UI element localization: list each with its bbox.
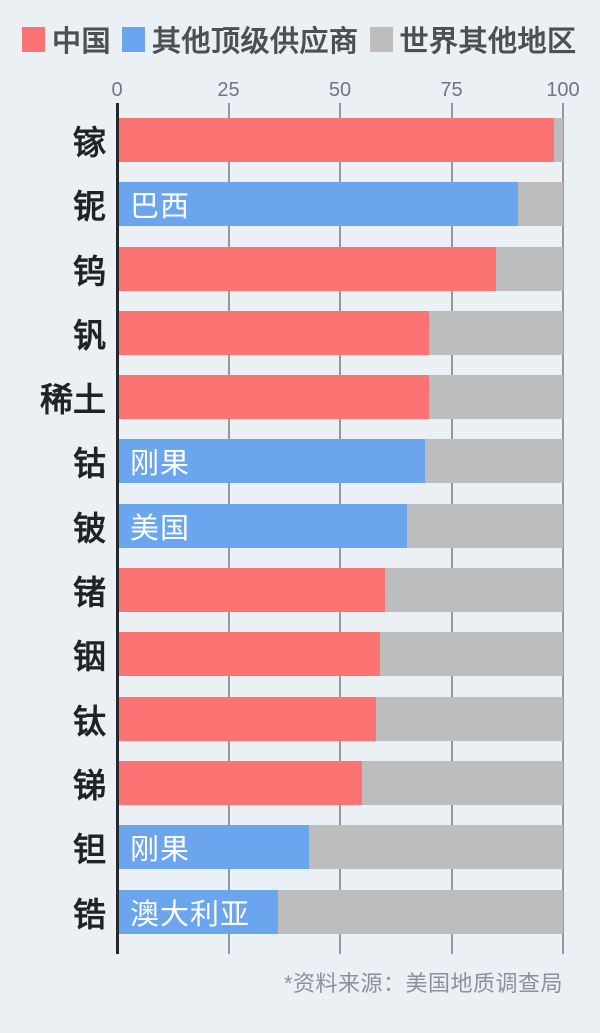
chart-row: 钒	[73, 310, 563, 355]
bar-supplier-label: 巴西	[130, 191, 191, 224]
plot-area: 镓 铌 巴西 钨 钒 稀土 钴 刚果	[40, 103, 564, 954]
row-label: 钽	[73, 831, 106, 869]
bar-china	[117, 118, 555, 162]
chart-row: 铌 巴西	[73, 182, 563, 227]
row-label: 镓	[73, 124, 106, 161]
bar-china	[117, 696, 376, 741]
bar-rows: 镓 铌 巴西 钨 钒 稀土 钴 刚果	[40, 118, 563, 934]
legend-label: 世界其他地区	[399, 26, 577, 58]
chart-row: 钽 刚果	[73, 825, 563, 870]
legend: 中国 其他顶级供应商 世界其他地区	[22, 24, 577, 58]
bar-china	[117, 568, 385, 613]
row-label: 钴	[73, 445, 106, 483]
chart-row: 镓	[73, 118, 563, 162]
bar-china	[117, 310, 430, 355]
row-label: 铌	[73, 188, 106, 226]
bar-china	[117, 632, 381, 677]
bar-china	[117, 375, 430, 420]
row-label: 锑	[73, 766, 106, 804]
legend-item-rest-of-world: 世界其他地区	[369, 18, 577, 60]
axis-tick-label: 0	[111, 79, 123, 101]
source-note: *资料来源：美国地质调查局	[283, 971, 563, 996]
y-axis-line	[116, 103, 119, 954]
legend-label: 其他顶级供应商	[152, 26, 359, 58]
chart-row: 锗	[73, 568, 563, 613]
axis-tick-label: 25	[217, 79, 240, 101]
axis-tick-label: 100	[546, 79, 580, 101]
legend-swatch-rest-of-world	[369, 26, 393, 52]
bar-supplier-label: 澳大利亚	[130, 898, 251, 931]
row-label: 稀土	[40, 381, 106, 419]
gridline	[562, 103, 564, 954]
bar-other-supplier: 刚果	[117, 825, 309, 870]
x-axis-tick-labels: 0 25 50 75 100	[111, 79, 579, 101]
bar-supplier-label: 美国	[130, 512, 191, 545]
bar-other-supplier: 美国	[117, 503, 407, 548]
chart-row: 稀土	[40, 375, 563, 420]
bar-supplier-label: 刚果	[130, 834, 191, 867]
axis-tick-label: 75	[440, 79, 463, 101]
row-label: 铟	[73, 638, 106, 676]
bar-china	[117, 246, 497, 291]
row-label: 钨	[73, 252, 106, 290]
legend-item-other-suppliers: 其他顶级供应商	[122, 18, 359, 60]
row-label: 钛	[73, 702, 106, 740]
chart-row: 钴 刚果	[73, 439, 563, 484]
chart-row: 铟	[73, 632, 563, 677]
axis-tick-label: 50	[328, 79, 352, 101]
legend-swatch-other-suppliers	[122, 26, 146, 52]
row-label: 钒	[73, 316, 106, 354]
bar-china	[117, 760, 363, 805]
row-label: 铍	[73, 509, 106, 547]
bar-other-supplier: 巴西	[117, 182, 519, 227]
chart-row: 钛	[73, 696, 563, 741]
legend-item-china: 中国	[22, 18, 111, 60]
row-label: 锗	[73, 574, 106, 612]
chart-row: 钨	[73, 246, 563, 291]
legend-label: 中国	[52, 26, 112, 58]
bar-supplier-label: 刚果	[130, 448, 191, 481]
legend-swatch-china	[22, 26, 45, 52]
bar-other-supplier: 刚果	[117, 439, 425, 484]
chart-row: 锑	[73, 760, 563, 805]
bar-other-supplier: 澳大利亚	[117, 889, 278, 934]
chart-row: 铍 美国	[73, 503, 563, 548]
row-label: 锆	[73, 895, 106, 933]
chart-row: 锆 澳大利亚	[73, 889, 563, 934]
